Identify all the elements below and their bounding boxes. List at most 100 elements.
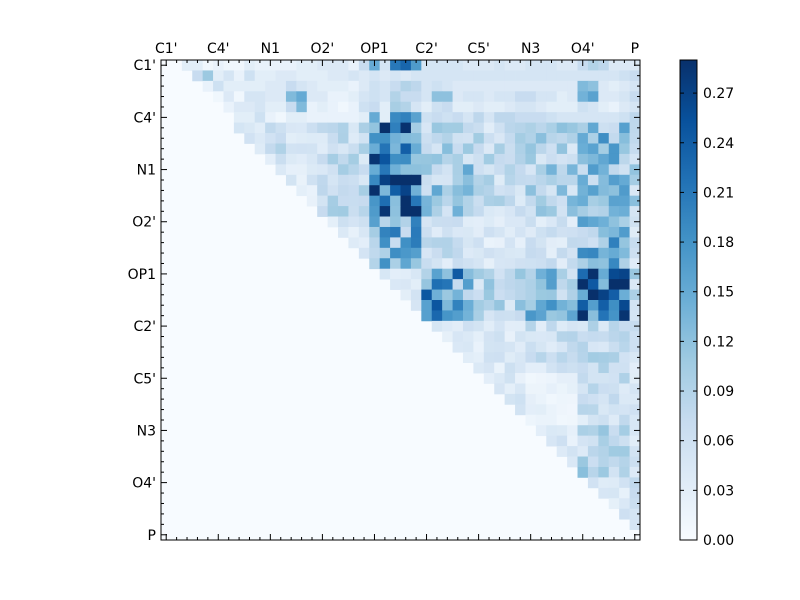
heatmap-cell [348, 122, 360, 134]
heatmap-cell [525, 373, 537, 384]
heatmap-cell [567, 341, 578, 353]
heatmap-cell [567, 174, 578, 186]
plot-frame [160, 59, 641, 541]
heatmap-cell [452, 91, 464, 103]
heatmap-cell [494, 164, 506, 176]
heatmap-cell [535, 425, 547, 437]
heatmap-cell [473, 133, 485, 144]
heatmap-cell [421, 237, 433, 249]
heatmap-cell [338, 153, 349, 165]
heatmap-cell [473, 268, 485, 280]
heatmap-cell [410, 112, 422, 123]
heatmap-cell [619, 258, 630, 270]
heatmap-cell [504, 331, 516, 343]
heatmap-cell [504, 226, 516, 238]
heatmap-cell [608, 237, 620, 249]
heatmap-cell [535, 320, 547, 332]
colorbar-tick-label: 0.18 [703, 235, 734, 251]
heatmap-cell [483, 164, 495, 176]
heatmap-cell [525, 133, 537, 144]
heatmap-cell [296, 80, 308, 92]
heatmap-cell [535, 91, 547, 103]
heatmap-cell [442, 174, 453, 186]
heatmap-cell [577, 331, 589, 343]
heatmap-cell [369, 70, 381, 82]
heatmap-cell [296, 153, 308, 165]
heatmap-cell [619, 185, 630, 197]
heatmap-cell [452, 153, 464, 165]
heatmap-cell [338, 70, 349, 82]
heatmap-cell [629, 226, 641, 238]
heatmap-cell [483, 310, 495, 322]
heatmap-cell [462, 237, 474, 249]
heatmap-cell [223, 91, 235, 103]
heatmap-cell [244, 70, 256, 82]
heatmap-cell [598, 487, 610, 499]
heatmap-cell [358, 185, 370, 197]
heatmap-cell [442, 70, 453, 82]
heatmap-cell [608, 70, 620, 82]
heatmap-cell [327, 153, 339, 165]
heatmap-cell [598, 446, 610, 457]
heatmap-cell [390, 258, 401, 270]
heatmap-cell [608, 80, 620, 92]
heatmap-cell [494, 133, 506, 144]
heatmap-cell [608, 122, 620, 134]
colorbar-tick-label: 0.24 [703, 136, 734, 152]
heatmap-cell [296, 70, 308, 82]
heatmap-cell [275, 60, 287, 71]
heatmap-cell [608, 393, 620, 405]
heatmap-cell [358, 112, 370, 123]
heatmap-cell [515, 341, 526, 353]
heatmap-cell [390, 122, 401, 134]
heatmap-cell [504, 320, 516, 332]
heatmap-cell [515, 279, 526, 290]
heatmap-cell [473, 122, 485, 134]
heatmap-cell [577, 258, 589, 270]
heatmap-cell [462, 174, 474, 186]
heatmap-cell [546, 268, 558, 280]
heatmap-cell [535, 195, 547, 207]
heatmap-cell [358, 143, 370, 155]
y-tick-label: O4' [132, 476, 156, 492]
heatmap-cell [452, 80, 464, 92]
heatmap-cell [223, 70, 235, 82]
heatmap-cell [619, 133, 630, 144]
heatmap-cell [483, 341, 495, 353]
heatmap-cell [317, 133, 329, 144]
heatmap-cell [504, 91, 516, 103]
heatmap-cell [379, 258, 391, 270]
heatmap-cell [296, 112, 308, 123]
heatmap-cell [546, 80, 558, 92]
heatmap-cell [608, 289, 620, 301]
heatmap-cell [567, 143, 578, 155]
heatmap-cell [442, 164, 453, 176]
heatmap-cell [556, 279, 568, 290]
heatmap-cell [556, 91, 568, 103]
heatmap-cell [587, 466, 599, 478]
heatmap-cell [515, 195, 526, 207]
heatmap-cell [587, 331, 599, 343]
heatmap-cell [483, 352, 495, 363]
heatmap-cell [483, 279, 495, 290]
heatmap-cell [369, 185, 381, 197]
heatmap-cell [567, 268, 578, 280]
heatmap-cell [556, 122, 568, 134]
heatmap-cell [421, 101, 433, 113]
heatmap-cell [483, 80, 495, 92]
heatmap-cell [296, 60, 308, 71]
heatmap-cell [473, 237, 485, 249]
heatmap-cell [338, 91, 349, 103]
heatmap-cell [421, 185, 433, 197]
heatmap-cell [348, 80, 360, 92]
heatmap-cell [379, 174, 391, 186]
heatmap-cell [619, 435, 630, 447]
heatmap-cell [265, 70, 276, 82]
heatmap-cell [546, 279, 558, 290]
heatmap-cell [348, 237, 360, 249]
colorbar-tick-label: 0.00 [703, 533, 734, 549]
heatmap-cell [577, 247, 589, 259]
heatmap-cell [504, 352, 516, 363]
heatmap-cell [587, 425, 599, 437]
heatmap-cell [421, 70, 433, 82]
